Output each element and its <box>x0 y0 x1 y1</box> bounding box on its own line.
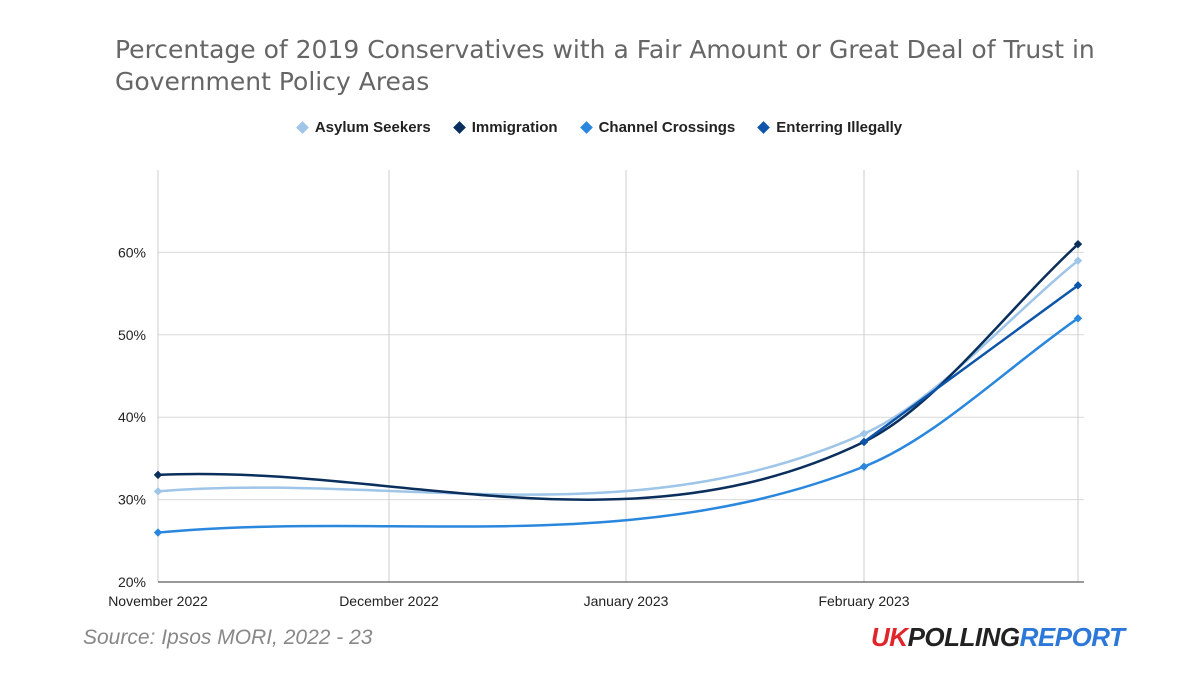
data-point-immigration <box>153 470 163 480</box>
y-tick-label: 30% <box>118 492 146 508</box>
data-point-immigration <box>1073 239 1083 249</box>
data-point-asylum-seekers <box>153 487 163 496</box>
data-point-asylum-seekers <box>859 429 869 438</box>
series-line-enterring-illegally <box>863 284 1079 443</box>
legend-label: Enterring Illegally <box>776 119 903 136</box>
source-note: Source: Ipsos MORI, 2022 - 23 <box>83 626 373 649</box>
legend-label: Immigration <box>471 119 558 136</box>
y-tick-label: 40% <box>118 409 146 425</box>
x-tick-label: February 2023 <box>818 593 909 609</box>
chart-legend: Asylum Seekers Immigration Channel Crossin… <box>0 119 1200 136</box>
data-point-asylum-seekers <box>1073 256 1083 265</box>
y-tick-label: 50% <box>118 327 146 343</box>
y-tick-label: 20% <box>118 574 146 590</box>
y-tick-label: 60% <box>118 244 146 260</box>
ukpollingreport-logo: UKPOLLINGREPORT <box>871 622 1125 652</box>
data-point-channel-crossings <box>153 528 163 537</box>
legend-item-enterring-illegally: Enterring Illegally <box>757 119 903 136</box>
x-tick-label: December 2022 <box>339 593 439 609</box>
series-line-asylum-seekers <box>157 259 1079 496</box>
data-point-channel-crossings <box>859 462 869 471</box>
legend-item-channel-crossings: Channel Crossings <box>579 119 736 136</box>
data-point-channel-crossings <box>1073 314 1083 323</box>
x-tick-label: January 2023 <box>584 593 669 609</box>
series-line-channel-crossings <box>157 317 1079 534</box>
series-line-immigration <box>157 243 1079 501</box>
data-point-enterring-illegally <box>859 437 869 447</box>
legend-label: Channel Crossings <box>598 119 736 136</box>
data-point-enterring-illegally <box>1073 281 1083 290</box>
chart-title: Percentage of 2019 Conservatives with a … <box>115 35 1095 96</box>
x-tick-label: November 2022 <box>108 593 208 609</box>
legend-item-immigration: Immigration <box>452 119 558 136</box>
legend-item-asylum-seekers: Asylum Seekers <box>295 119 431 136</box>
legend-label: Asylum Seekers <box>314 119 431 136</box>
